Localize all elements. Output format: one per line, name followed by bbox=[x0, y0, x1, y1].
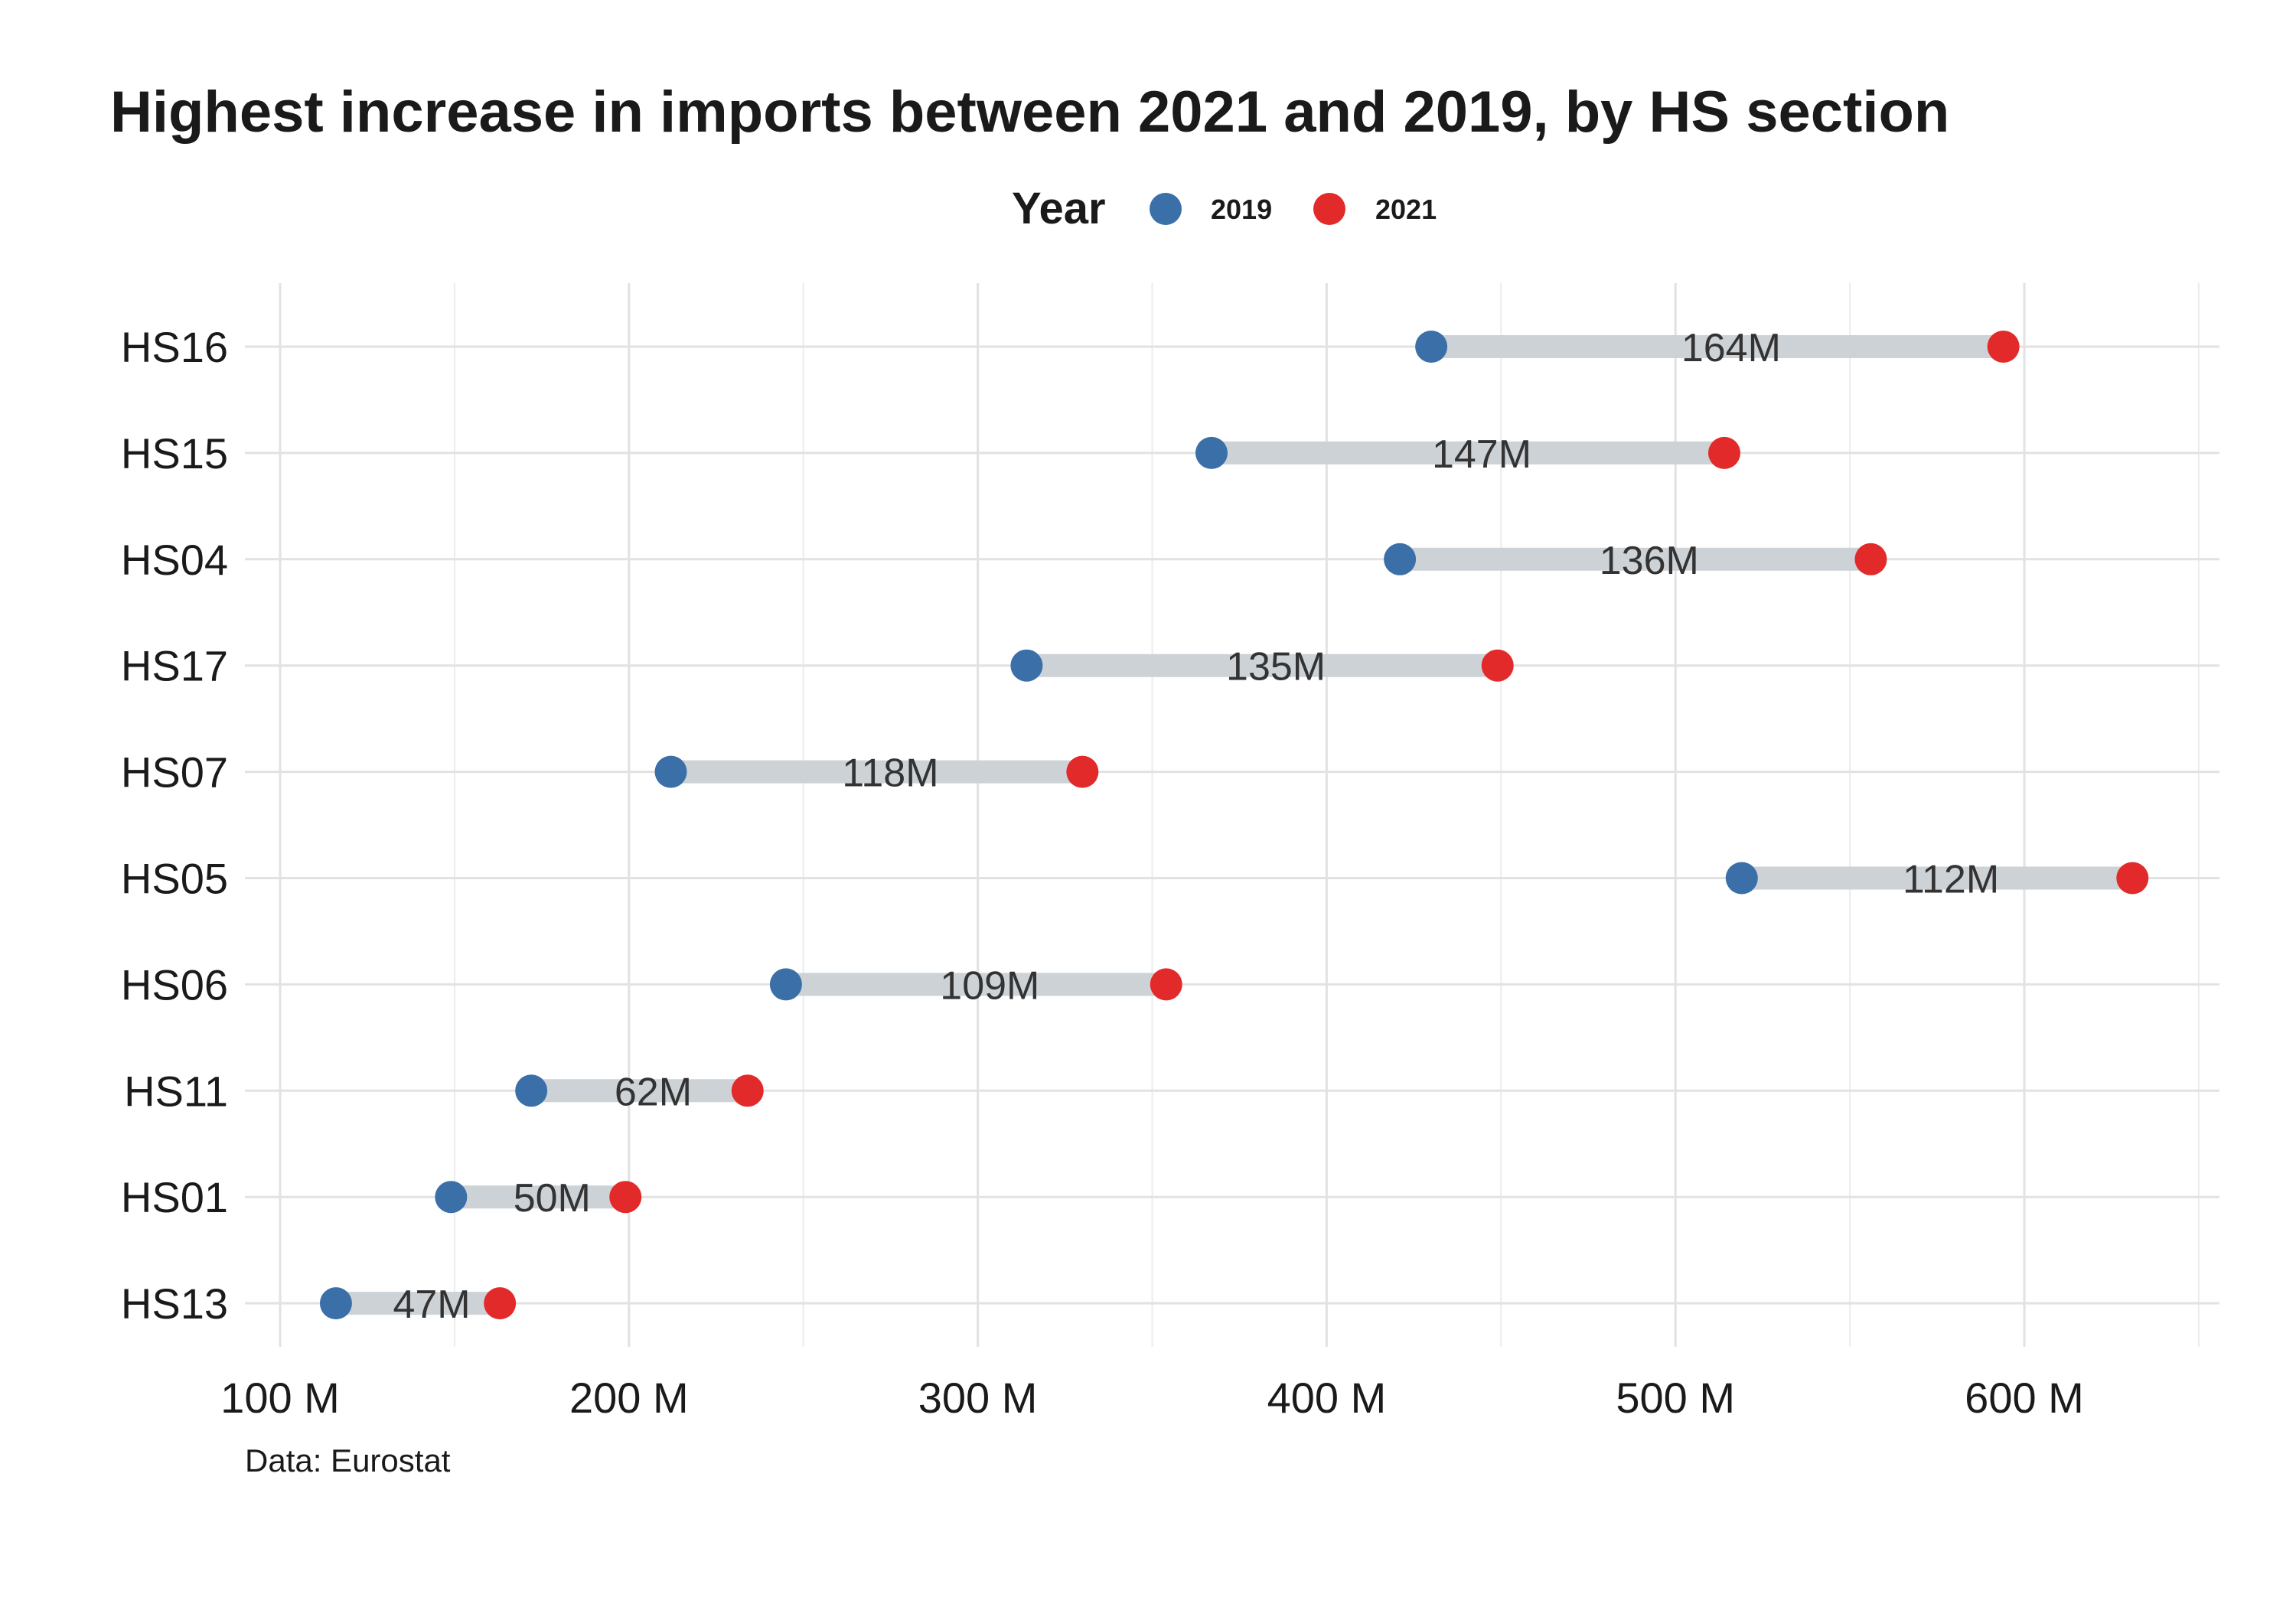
point-2019 bbox=[769, 968, 802, 1001]
dumbbell-row-hs17: 135M bbox=[1010, 645, 1514, 689]
y-tick-label: HS05 bbox=[121, 855, 228, 903]
caption: Data: Eurostat bbox=[245, 1442, 451, 1478]
y-axis: HS16 HS15 HS04 HS17 HS07 HS05 HS06 HS11 HS01 HS13 bbox=[121, 323, 228, 1328]
difference-label: 112M bbox=[1903, 858, 1999, 902]
point-2019 bbox=[1010, 649, 1043, 682]
difference-label: 135M bbox=[1226, 645, 1326, 689]
y-tick-label: HS06 bbox=[121, 960, 228, 1009]
y-tick-label: HS11 bbox=[124, 1067, 228, 1115]
difference-label: 62M bbox=[615, 1070, 692, 1114]
x-axis: 100 M 200 M 300 M 400 M 500 M 600 M bbox=[220, 1374, 2084, 1422]
y-tick-label: HS17 bbox=[121, 642, 228, 690]
difference-label: 50M bbox=[514, 1176, 591, 1221]
y-tick-label: HS01 bbox=[121, 1173, 228, 1221]
y-tick-label: HS04 bbox=[121, 536, 228, 584]
dumbbell-row-hs16: 164M bbox=[1415, 326, 2020, 370]
dumbbell-row-hs04: 136M bbox=[1384, 539, 1887, 583]
point-2019 bbox=[515, 1074, 548, 1107]
x-tick-label: 400 M bbox=[1267, 1374, 1387, 1422]
point-2019 bbox=[435, 1181, 468, 1214]
legend: Year 2019 2021 bbox=[1012, 184, 1437, 233]
point-2021 bbox=[1987, 331, 2020, 363]
point-2021 bbox=[1854, 543, 1887, 575]
x-tick-label: 200 M bbox=[569, 1374, 689, 1422]
plot-area: 164M 147M 136M 135M 118M 112M 109M 62M 50M 47M bbox=[319, 326, 2149, 1327]
point-2019 bbox=[1195, 436, 1228, 469]
dumbbell-row-hs05: 112M bbox=[1725, 858, 2149, 902]
legend-label-2021: 2021 bbox=[1375, 194, 1437, 225]
point-2021 bbox=[1708, 436, 1741, 469]
point-2021 bbox=[2116, 862, 2149, 895]
point-2019 bbox=[1384, 543, 1417, 575]
difference-label: 47M bbox=[393, 1283, 470, 1327]
point-2021 bbox=[1481, 649, 1514, 682]
point-2019 bbox=[1725, 862, 1758, 895]
legend-label-2019: 2019 bbox=[1211, 194, 1272, 225]
legend-title: Year bbox=[1012, 184, 1106, 233]
dumbbell-row-hs15: 147M bbox=[1195, 432, 1741, 477]
point-2019 bbox=[1415, 331, 1448, 363]
dumbbell-row-hs01: 50M bbox=[435, 1176, 642, 1221]
y-tick-label: HS16 bbox=[121, 323, 228, 371]
x-tick-label: 500 M bbox=[1616, 1374, 1735, 1422]
legend-marker-2019 bbox=[1150, 193, 1182, 225]
chart-title: Highest increase in imports between 2021… bbox=[110, 80, 1949, 145]
difference-label: 136M bbox=[1600, 539, 1699, 583]
dumbbell-row-hs11: 62M bbox=[515, 1070, 764, 1114]
dumbbell-row-hs07: 118M bbox=[654, 751, 1099, 796]
point-2021 bbox=[609, 1181, 642, 1214]
point-2021 bbox=[484, 1287, 517, 1320]
dumbbell-row-hs06: 109M bbox=[769, 963, 1182, 1008]
point-2021 bbox=[1150, 968, 1182, 1001]
y-tick-label: HS13 bbox=[121, 1279, 228, 1328]
x-tick-label: 100 M bbox=[220, 1374, 340, 1422]
point-2019 bbox=[654, 755, 687, 788]
dumbbell-row-hs13: 47M bbox=[319, 1283, 517, 1327]
x-tick-label: 300 M bbox=[918, 1374, 1038, 1422]
difference-label: 164M bbox=[1681, 326, 1781, 370]
x-tick-label: 600 M bbox=[1965, 1374, 2084, 1422]
difference-label: 109M bbox=[940, 963, 1039, 1008]
legend-marker-2021 bbox=[1313, 193, 1345, 225]
point-2019 bbox=[319, 1287, 352, 1320]
difference-label: 118M bbox=[842, 751, 938, 796]
point-2021 bbox=[1066, 755, 1099, 788]
difference-label: 147M bbox=[1432, 432, 1531, 477]
y-tick-label: HS07 bbox=[121, 748, 228, 797]
y-tick-label: HS15 bbox=[121, 429, 228, 478]
point-2021 bbox=[731, 1074, 764, 1107]
